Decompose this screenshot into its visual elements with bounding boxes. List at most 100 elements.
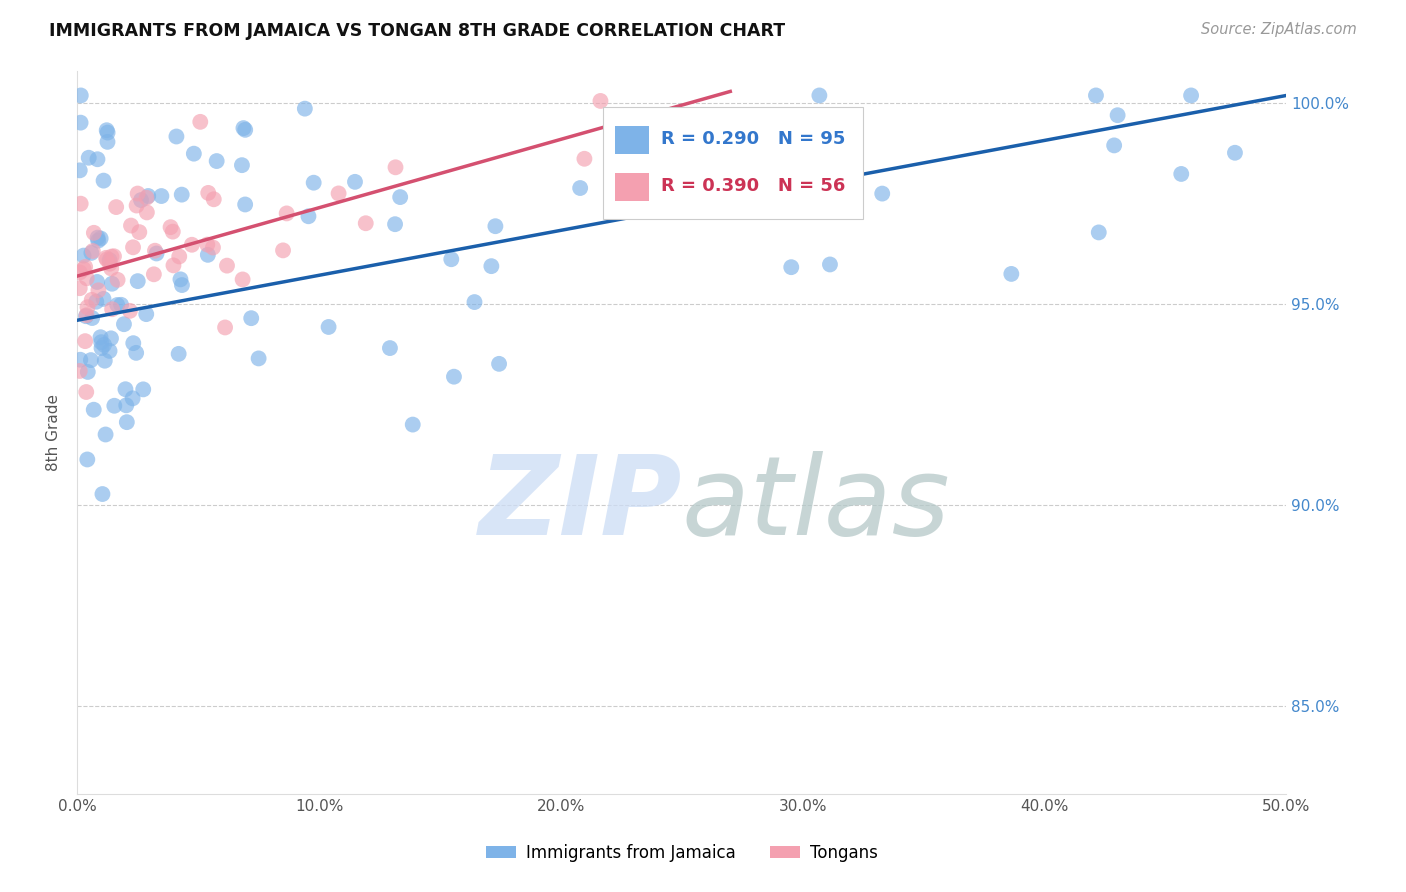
Point bbox=[105, 298, 128, 312]
Point bbox=[86, 275, 108, 289]
Point bbox=[90, 341, 112, 355]
Point bbox=[103, 399, 125, 413]
Point bbox=[214, 320, 236, 334]
Point bbox=[1087, 226, 1109, 240]
Point bbox=[440, 252, 463, 267]
Point bbox=[84, 294, 107, 309]
Point bbox=[1102, 138, 1125, 153]
Point bbox=[662, 117, 685, 131]
Point bbox=[132, 383, 155, 397]
Point bbox=[93, 338, 115, 352]
Point bbox=[97, 126, 120, 140]
Point bbox=[80, 353, 103, 368]
Point bbox=[145, 246, 167, 260]
Point bbox=[89, 330, 111, 344]
Point bbox=[107, 273, 129, 287]
Point bbox=[114, 382, 136, 396]
Point bbox=[76, 308, 98, 322]
Point bbox=[162, 225, 184, 239]
Point bbox=[170, 278, 193, 293]
Point bbox=[75, 384, 97, 399]
Point bbox=[96, 252, 118, 267]
Point bbox=[167, 250, 190, 264]
Point bbox=[136, 189, 159, 203]
Point bbox=[354, 216, 377, 230]
Text: atlas: atlas bbox=[682, 451, 950, 558]
Point bbox=[215, 259, 238, 273]
Point bbox=[98, 253, 121, 268]
Point bbox=[197, 186, 219, 200]
Point bbox=[233, 197, 256, 211]
Point bbox=[233, 123, 256, 137]
Point bbox=[115, 398, 138, 412]
Point bbox=[125, 346, 148, 360]
Point bbox=[142, 268, 165, 282]
Point bbox=[91, 487, 114, 501]
Point bbox=[1223, 145, 1246, 160]
Point bbox=[76, 452, 98, 467]
Text: Source: ZipAtlas.com: Source: ZipAtlas.com bbox=[1201, 22, 1357, 37]
Point bbox=[100, 261, 122, 276]
Point bbox=[82, 244, 104, 258]
Point bbox=[73, 262, 96, 277]
Point bbox=[69, 281, 91, 295]
Point bbox=[232, 272, 254, 286]
Point bbox=[197, 248, 219, 262]
Point bbox=[103, 249, 125, 263]
Point bbox=[80, 293, 103, 307]
Point bbox=[294, 102, 316, 116]
Point bbox=[96, 135, 118, 149]
Point bbox=[127, 186, 149, 201]
Point bbox=[271, 244, 294, 258]
Point bbox=[488, 357, 510, 371]
Point bbox=[402, 417, 425, 432]
Point bbox=[69, 364, 91, 378]
Point bbox=[169, 272, 191, 286]
Point bbox=[1180, 88, 1202, 103]
Point bbox=[69, 88, 91, 103]
Text: R = 0.390   N = 56: R = 0.390 N = 56 bbox=[661, 177, 846, 194]
Point bbox=[135, 307, 157, 321]
Point bbox=[681, 121, 703, 136]
Point bbox=[297, 209, 319, 223]
Point bbox=[94, 427, 117, 442]
Point bbox=[443, 369, 465, 384]
Point bbox=[780, 260, 803, 275]
Point bbox=[76, 300, 98, 314]
Point bbox=[83, 226, 105, 240]
Point bbox=[80, 246, 103, 260]
Point bbox=[479, 259, 502, 273]
Point bbox=[87, 283, 110, 297]
Point bbox=[112, 317, 135, 331]
Point bbox=[100, 250, 122, 264]
Point bbox=[463, 295, 485, 310]
Point bbox=[93, 292, 115, 306]
Point bbox=[90, 335, 112, 350]
Point bbox=[76, 271, 98, 285]
Point bbox=[69, 163, 91, 178]
Point bbox=[1107, 108, 1129, 122]
Point bbox=[110, 298, 132, 312]
Point bbox=[128, 225, 150, 239]
Point bbox=[122, 336, 145, 351]
Point bbox=[75, 309, 97, 323]
FancyBboxPatch shape bbox=[603, 108, 863, 219]
Point bbox=[384, 161, 406, 175]
Point bbox=[69, 196, 91, 211]
Point bbox=[115, 415, 138, 429]
Point bbox=[135, 205, 157, 219]
Point bbox=[90, 231, 112, 245]
Point bbox=[76, 365, 98, 379]
Point bbox=[75, 334, 97, 348]
Point bbox=[69, 116, 91, 130]
Point bbox=[589, 94, 612, 108]
Point bbox=[328, 186, 350, 201]
Point bbox=[1000, 267, 1022, 281]
Point bbox=[129, 193, 152, 207]
Point bbox=[77, 151, 100, 165]
Text: R = 0.290   N = 95: R = 0.290 N = 95 bbox=[661, 129, 846, 147]
Point bbox=[120, 219, 142, 233]
Point bbox=[231, 158, 253, 172]
Point bbox=[105, 200, 128, 214]
Point bbox=[870, 186, 893, 201]
